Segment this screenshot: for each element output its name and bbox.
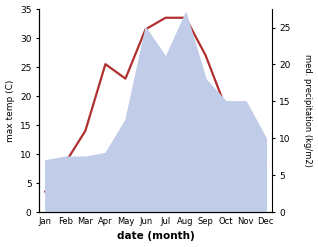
Y-axis label: max temp (C): max temp (C)	[5, 79, 15, 142]
X-axis label: date (month): date (month)	[117, 231, 194, 242]
Y-axis label: med. precipitation (kg/m2): med. precipitation (kg/m2)	[303, 54, 313, 167]
